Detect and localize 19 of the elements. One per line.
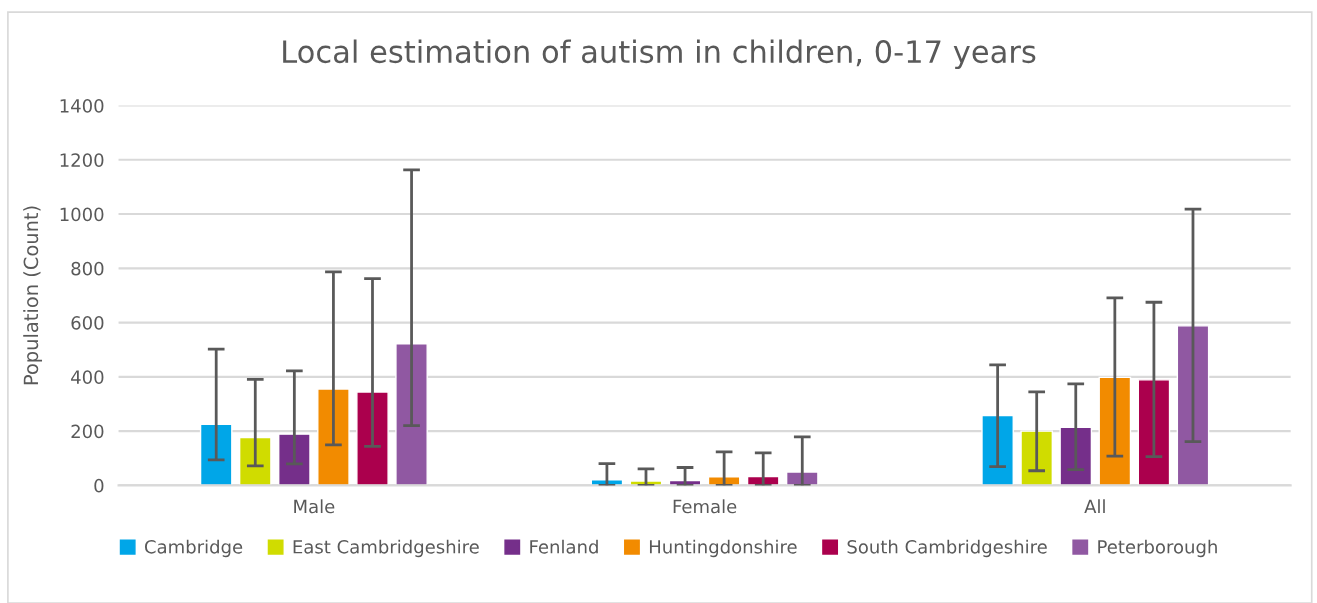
chart-title: Local estimation of autism in children, 0-17 years (283, 39, 1036, 70)
x-tick-label: Male (294, 499, 335, 514)
y-tick-label: 200 (71, 424, 104, 439)
legend-label: South Cambridgeshire (847, 539, 1047, 558)
y-tick-label: 400 (71, 370, 104, 384)
y-tick-label: 1400 (60, 98, 104, 113)
y-tick-label: 1000 (60, 207, 104, 222)
x-tick-label: All (1084, 499, 1105, 514)
legend-label: Cambridge (144, 539, 243, 558)
legend-label: East Cambridgeshire (293, 539, 479, 558)
y-axis-title: Population (Count) (23, 206, 43, 385)
legend-label: Fenland (530, 539, 598, 554)
y-tick-label: 1200 (60, 153, 104, 167)
legend-label: Huntingdonshire (649, 539, 797, 558)
legend-label: Peterborough (1098, 539, 1217, 558)
y-tick-label: 600 (71, 316, 104, 330)
y-tick-label: 800 (71, 261, 104, 276)
y-tick-label: 0 (94, 478, 104, 493)
x-tick-label: Female (673, 499, 737, 514)
